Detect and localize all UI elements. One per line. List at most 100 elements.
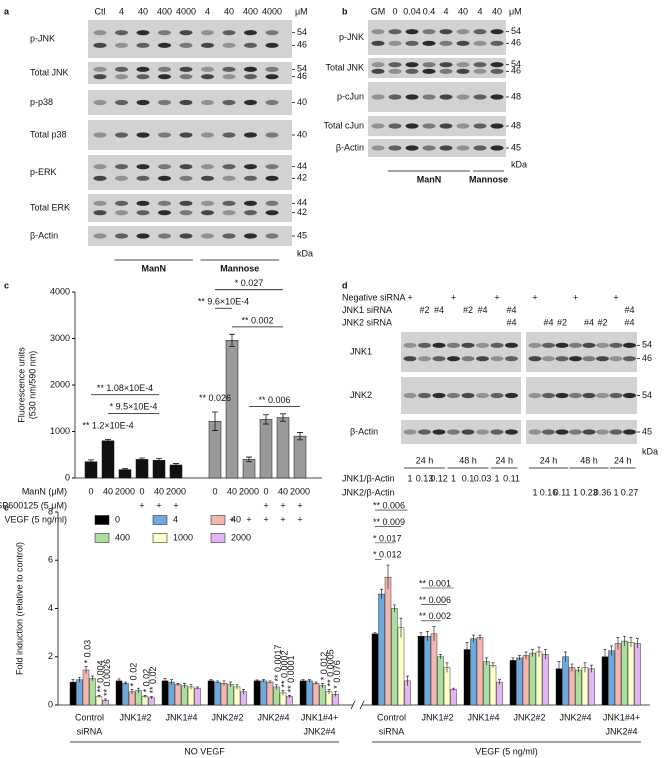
bar: [430, 633, 438, 706]
lane-label: 4000: [176, 6, 196, 16]
treatment-cell: #4: [506, 317, 516, 327]
row-label: SP600125 (5 μM): [0, 500, 67, 510]
band: [244, 200, 257, 206]
error-bar: [590, 664, 593, 673]
legend-swatch: [210, 533, 226, 543]
error-bar: [478, 634, 482, 640]
bar: [135, 459, 149, 479]
blot: [368, 139, 506, 157]
band: [490, 123, 504, 129]
lane-label: 40: [492, 6, 502, 16]
sig-label: ** 0.0026: [102, 659, 112, 696]
band: [158, 42, 171, 48]
band: [623, 429, 636, 435]
error-bar: [386, 564, 390, 590]
row-cell: +: [156, 500, 161, 510]
sig-label: ** 0.02: [148, 667, 158, 694]
treatment-cell: +: [451, 292, 456, 302]
band: [371, 40, 385, 46]
mw-marker: 46: [511, 38, 521, 48]
sig-label: * 9.5×10E-4: [110, 402, 158, 412]
band: [456, 68, 470, 74]
error-bar: [301, 679, 305, 683]
bar: [266, 681, 274, 706]
row-label: p-p38: [30, 97, 53, 107]
error-bar: [544, 649, 547, 660]
lane-label: 0.4: [423, 6, 436, 16]
ratio-value: 1: [494, 473, 499, 483]
mw-marker: 40: [297, 97, 307, 107]
row-label: JNK2: [350, 390, 372, 400]
band: [542, 429, 555, 435]
band: [265, 210, 279, 216]
band: [582, 392, 596, 399]
blot: [368, 116, 506, 136]
lane-label: 4: [443, 6, 448, 16]
blot: [88, 155, 292, 190]
band: [265, 42, 279, 48]
band: [422, 40, 436, 46]
y-tick-label: 2: [48, 651, 53, 661]
blot: [368, 20, 506, 55]
band: [158, 210, 171, 216]
bar: [161, 680, 169, 706]
band: [179, 42, 193, 48]
band: [569, 342, 582, 348]
x-tick-label: Control: [377, 712, 406, 722]
sig-label: ** 0.0002: [279, 650, 289, 687]
x-tick-label: JNK1#2: [119, 712, 151, 722]
error-bar: [393, 604, 396, 613]
y-tick-label: 0: [65, 472, 70, 482]
treatment-cell: +: [532, 292, 537, 302]
error-bar: [327, 689, 331, 695]
error-bar: [452, 687, 455, 691]
band: [439, 68, 453, 74]
band: [569, 356, 582, 362]
sig-label: ** 1.2×10E-4: [82, 420, 133, 430]
band: [439, 123, 453, 129]
ratio-value: 0.36: [594, 487, 612, 497]
lane-label: 4: [119, 6, 124, 16]
error-bar: [445, 662, 449, 673]
error-bar: [491, 662, 495, 668]
band: [528, 356, 542, 362]
group-label: Mannose: [469, 174, 508, 184]
band: [371, 94, 385, 100]
band: [432, 342, 446, 348]
treatment-label: JNK1 siRNA: [342, 305, 392, 315]
ratio-value: 0.12: [430, 473, 448, 483]
band: [596, 392, 609, 399]
band: [136, 233, 150, 239]
band: [93, 74, 107, 80]
row-cell: +: [139, 500, 144, 510]
band: [158, 132, 171, 138]
band: [623, 356, 636, 362]
bar: [253, 680, 261, 706]
axis-break: [359, 700, 365, 710]
band: [265, 132, 279, 138]
band: [418, 342, 431, 348]
error-bar: [275, 684, 278, 690]
error-bar: [122, 468, 128, 471]
legend-swatch: [210, 515, 226, 525]
lane-label: 4000: [262, 6, 282, 16]
x-tick-sublabel: siRNA: [77, 726, 103, 736]
treatment-cell: #4: [624, 305, 634, 315]
error-bar: [570, 663, 574, 672]
sig-label: ** 0.006: [419, 595, 451, 605]
band: [490, 94, 504, 100]
error-bar: [485, 657, 488, 666]
row-cell: +: [246, 514, 251, 524]
band: [158, 175, 171, 181]
band: [179, 233, 193, 239]
bar: [194, 687, 201, 706]
bar: [84, 461, 98, 479]
band: [201, 233, 214, 239]
blot: [368, 58, 506, 78]
band: [456, 29, 470, 35]
bar: [535, 651, 543, 706]
band: [582, 356, 596, 362]
x-tick-label: JNK2#4: [257, 712, 289, 722]
error-bar: [262, 679, 265, 683]
band: [596, 342, 609, 348]
